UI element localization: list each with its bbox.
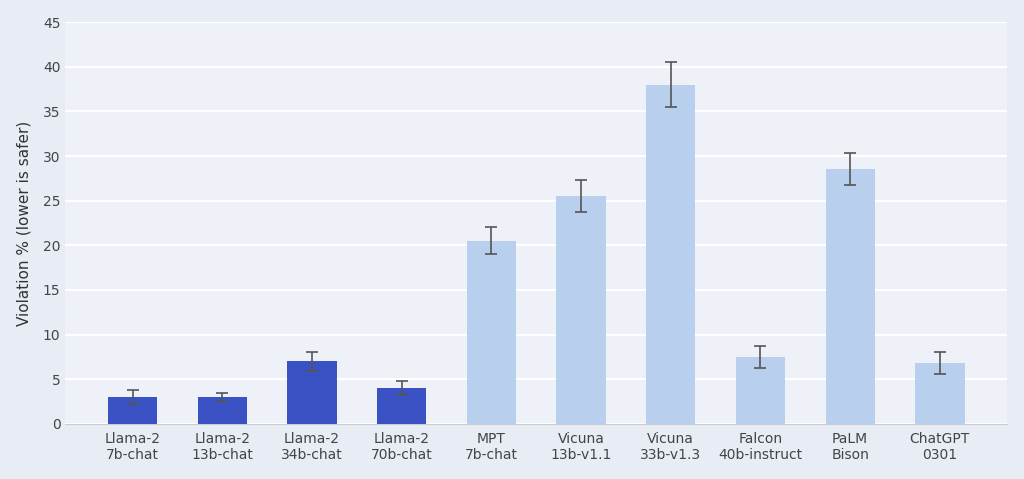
Bar — [288, 361, 337, 424]
Bar — [198, 397, 247, 424]
Bar — [736, 357, 785, 424]
Bar — [556, 196, 606, 424]
Y-axis label: Violation % (lower is safer): Violation % (lower is safer) — [16, 120, 32, 326]
Bar — [646, 85, 695, 424]
Bar — [377, 388, 426, 424]
Bar — [825, 170, 874, 424]
Bar — [109, 397, 158, 424]
Bar — [915, 363, 965, 424]
Bar — [467, 241, 516, 424]
